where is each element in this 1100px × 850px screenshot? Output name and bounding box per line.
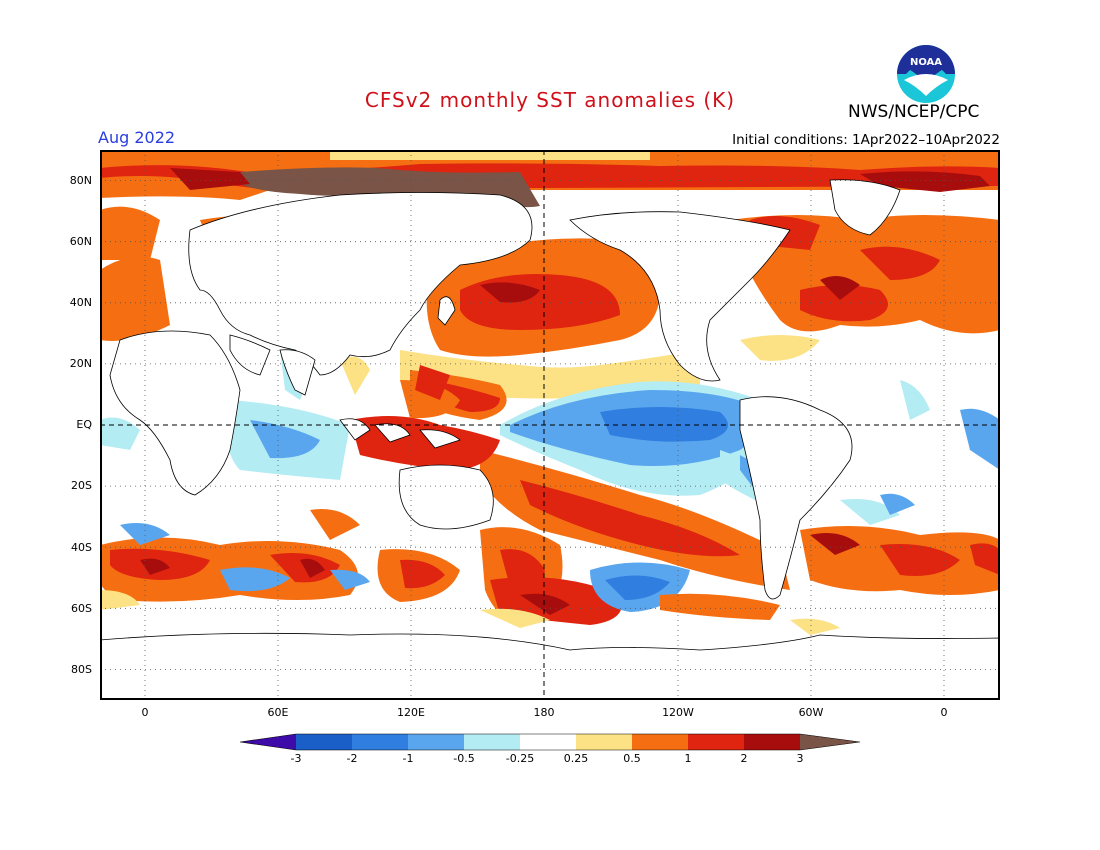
colorbar-swatch (296, 734, 352, 750)
southern-ocean-anomalies (100, 493, 1000, 635)
colorbar-label: 0.25 (563, 752, 589, 765)
colorbar-swatch (688, 734, 744, 750)
colorbar-swatch (464, 734, 520, 750)
logo-text: NOAA (910, 57, 942, 68)
lat-label: 40S (71, 541, 92, 554)
forecast-period: Aug 2022 (98, 128, 176, 147)
colorbar-swatch (576, 734, 632, 750)
colorbar-swatch (744, 734, 800, 750)
lat-label: 60N (69, 235, 92, 248)
lat-label: 40N (69, 296, 92, 309)
lat-label: 20S (71, 479, 92, 492)
colorbar-label: 0.5 (623, 752, 641, 765)
lat-label: 60S (71, 602, 92, 615)
colorbar-label: 3 (796, 752, 804, 765)
colorbar-label: -3 (290, 752, 302, 765)
lon-label: 180 (533, 706, 555, 719)
colorbar-label: -0.5 (453, 752, 475, 765)
land-masses (100, 179, 1000, 700)
noaa-logo: NOAA (897, 45, 955, 103)
lat-label: 80S (71, 663, 92, 676)
colorbar-swatch (632, 734, 688, 750)
lon-label: 0 (141, 706, 149, 719)
colorbar-label: 2 (740, 752, 748, 765)
colorbar-label: -2 (346, 752, 358, 765)
lat-label: 80N (69, 174, 92, 187)
lon-label: 120E (397, 706, 425, 719)
colorbar-swatch (352, 734, 408, 750)
lat-label: 20N (69, 357, 92, 370)
colorbar-label: 1 (684, 752, 692, 765)
south-pacific-warm-band (480, 450, 790, 625)
colorbar-label: -0.25 (505, 752, 535, 765)
agency-label: NWS/NCEP/CPC (848, 102, 980, 122)
sst-anomaly-map (100, 150, 1000, 700)
colorbar (240, 733, 861, 751)
lon-label: 120W (662, 706, 694, 719)
lon-label: 0 (940, 706, 948, 719)
chart-title: CFSv2 monthly SST anomalies (K) (364, 88, 736, 112)
map-frame (100, 150, 1000, 700)
colorbar-swatch (520, 734, 576, 750)
initial-conditions: Initial conditions: 1Apr2022–10Apr2022 (732, 132, 1000, 148)
lon-label: 60W (798, 706, 824, 719)
north-atlantic-warm (100, 206, 1000, 361)
colorbar-label: -1 (402, 752, 414, 765)
colorbar-swatch (800, 734, 860, 750)
indian-ocean-cool (100, 349, 1000, 480)
lon-label: 60E (267, 706, 289, 719)
la-nina-cold-tongue (500, 381, 780, 510)
colorbar-swatch (240, 734, 296, 750)
lat-label: EQ (76, 418, 92, 431)
colorbar-swatch (408, 734, 464, 750)
